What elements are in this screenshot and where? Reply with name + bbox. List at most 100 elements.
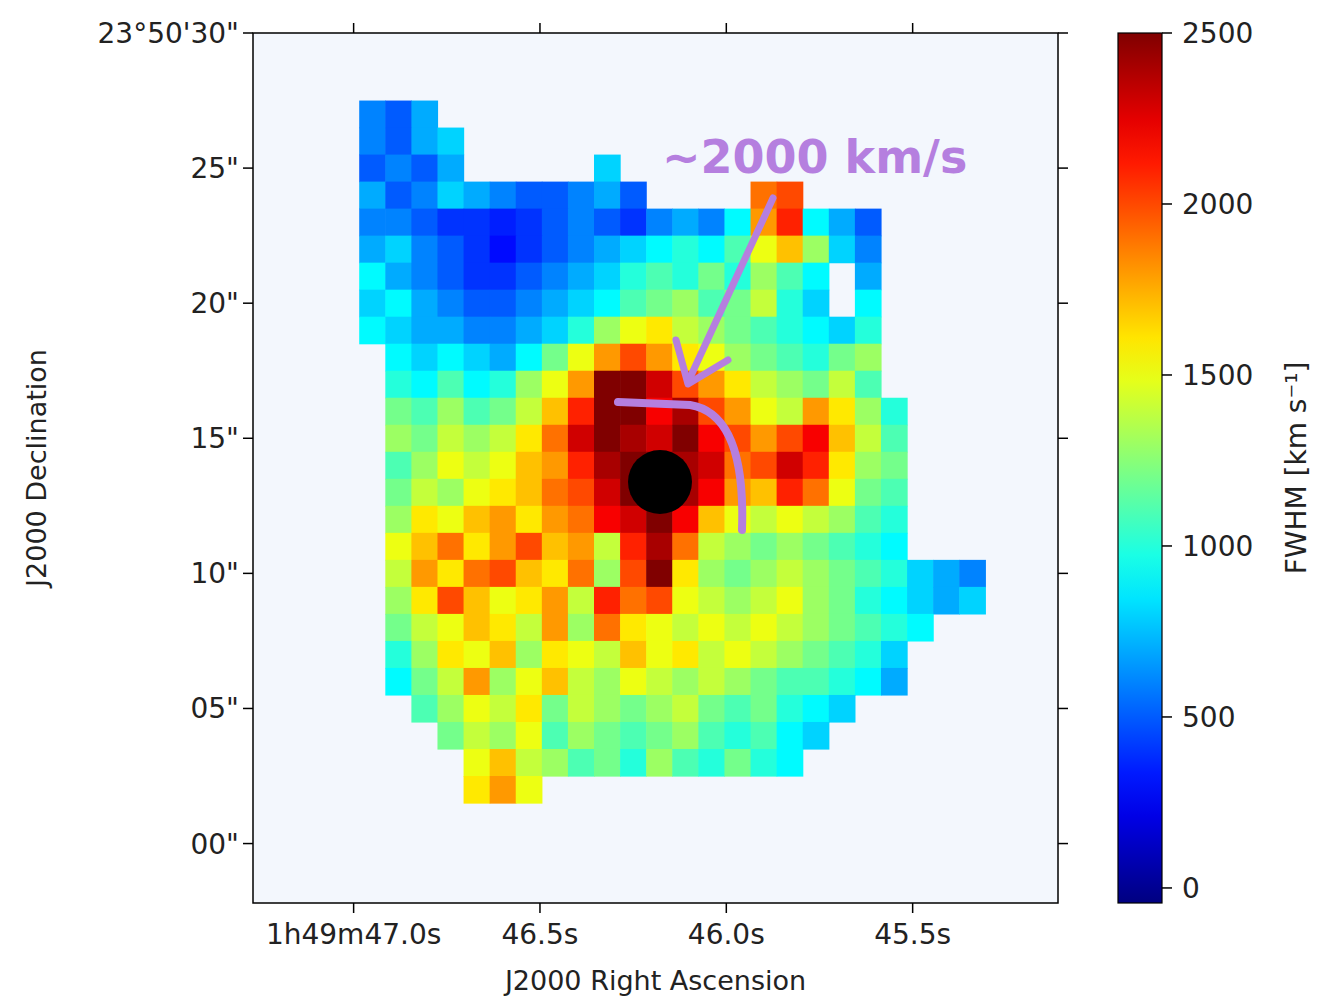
heatmap-cell	[594, 722, 621, 750]
annotation-arrowhead	[676, 340, 728, 384]
heatmap-cell	[542, 587, 569, 615]
heatmap-cell	[829, 371, 856, 399]
heatmap-cell	[855, 533, 882, 561]
x-tick-label: 1h49m47.0s	[266, 918, 441, 951]
heatmap-cell	[385, 560, 412, 588]
heatmap-cell	[829, 209, 856, 237]
heatmap-cell	[777, 425, 804, 453]
y-tick-label: 25"	[190, 152, 239, 185]
heatmap-cell	[777, 209, 804, 237]
heatmap-cell	[516, 263, 543, 291]
heatmap-cell	[672, 614, 699, 642]
heatmap-cell	[594, 668, 621, 696]
heatmap-cell	[411, 506, 438, 534]
heatmap-cell	[751, 722, 778, 750]
heatmap-cell	[464, 452, 491, 480]
heatmap-cell	[777, 506, 804, 534]
heatmap-cell	[568, 452, 595, 480]
heatmap-cell	[516, 749, 543, 777]
heatmap-cell	[490, 641, 517, 669]
heatmap-cell	[777, 452, 804, 480]
heatmap-cell	[464, 641, 491, 669]
heatmap-cell	[881, 614, 908, 642]
heatmap-cell	[568, 290, 595, 318]
heatmap-cell	[829, 452, 856, 480]
x-tick-top	[726, 23, 728, 33]
heatmap-cell	[855, 425, 882, 453]
heatmap-cell	[437, 479, 464, 507]
heatmap-cell	[359, 263, 386, 291]
heatmap-cell	[698, 533, 725, 561]
heatmap-cell	[437, 668, 464, 696]
heatmap-cell	[672, 560, 699, 588]
heatmap-cell	[646, 749, 673, 777]
colorbar-tick	[1162, 545, 1172, 547]
heatmap-cell	[516, 209, 543, 237]
heatmap-cell	[437, 344, 464, 372]
colorbar-tick-label: 1000	[1182, 530, 1253, 563]
heatmap-cell	[411, 317, 438, 345]
heatmap-cell	[620, 209, 647, 237]
heatmap-cell	[698, 506, 725, 534]
colorbar-tick	[1162, 887, 1172, 889]
heatmap-cell	[620, 722, 647, 750]
heatmap-cell	[829, 587, 856, 615]
heatmap-cell	[855, 236, 882, 264]
heatmap-cell	[411, 344, 438, 372]
heatmap-cell	[464, 209, 491, 237]
heatmap-cell	[620, 749, 647, 777]
heatmap-cell	[385, 506, 412, 534]
heatmap-cell	[698, 452, 725, 480]
heatmap-cell	[724, 614, 751, 642]
y-tick	[243, 438, 253, 440]
heatmap-cell	[411, 695, 438, 723]
heatmap-cell	[620, 533, 647, 561]
heatmap-cell	[411, 425, 438, 453]
heatmap-cell	[803, 263, 830, 291]
heatmap-cell	[855, 344, 882, 372]
heatmap-cell	[490, 236, 517, 264]
heatmap-cell	[464, 722, 491, 750]
heatmap-cell	[646, 371, 673, 399]
heatmap-cell	[855, 263, 882, 291]
heatmap-cell	[698, 209, 725, 237]
heatmap-cell	[829, 506, 856, 534]
heatmap-cell	[464, 506, 491, 534]
y-tick-label: 20"	[190, 287, 239, 320]
heatmap-cell	[516, 317, 543, 345]
heatmap-cell	[672, 290, 699, 318]
heatmap-cell	[385, 344, 412, 372]
heatmap-cell	[359, 209, 386, 237]
heatmap-cell	[464, 398, 491, 426]
y-tick-right	[1058, 302, 1068, 304]
heatmap-cell	[542, 371, 569, 399]
heatmap-cell	[542, 533, 569, 561]
heatmap-cell	[411, 479, 438, 507]
heatmap-cell	[594, 263, 621, 291]
heatmap-cell	[542, 614, 569, 642]
y-tick-label: 15"	[190, 422, 239, 455]
heatmap-cell	[437, 614, 464, 642]
heatmap-cell	[829, 344, 856, 372]
heatmap-cell	[411, 668, 438, 696]
heatmap-cell	[777, 290, 804, 318]
annotation: ~2000 km/s	[618, 130, 967, 530]
heatmap-cell	[464, 560, 491, 588]
heatmap-cell	[490, 506, 517, 534]
plot-background	[253, 33, 1058, 903]
heatmap-cell	[568, 209, 595, 237]
heatmap-cell	[411, 209, 438, 237]
y-tick-label: 10"	[190, 557, 239, 590]
heatmap-cell	[464, 236, 491, 264]
heatmap-cell	[411, 560, 438, 588]
heatmap-cell	[411, 614, 438, 642]
heatmap-cell	[359, 236, 386, 264]
heatmap-cell	[803, 398, 830, 426]
heatmap-cell	[698, 479, 725, 507]
heatmap-cell	[594, 749, 621, 777]
heatmap-cell	[516, 425, 543, 453]
heatmap-cell	[751, 749, 778, 777]
heatmap-cell	[646, 641, 673, 669]
heatmap-cell	[516, 452, 543, 480]
heatmap-cell	[751, 695, 778, 723]
